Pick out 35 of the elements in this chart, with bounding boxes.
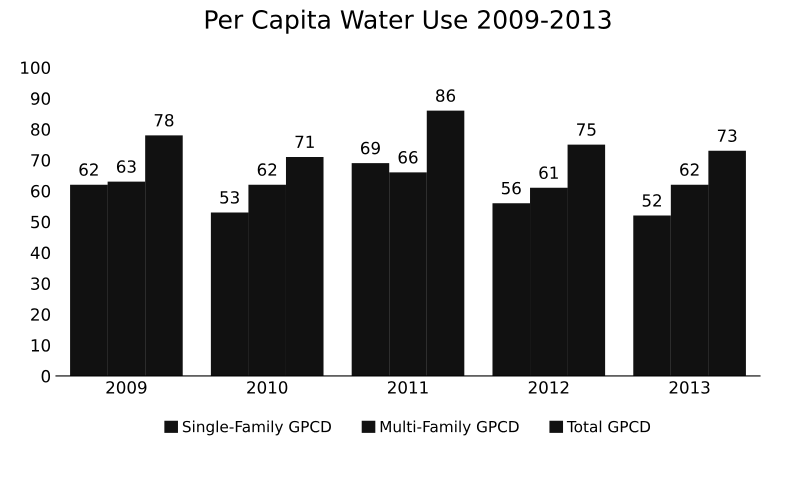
data-label: 62	[79, 163, 98, 176]
y-tick-label: 70	[31, 154, 50, 167]
y-tick-label: 60	[31, 184, 50, 198]
x-tick-label: 2012	[528, 381, 568, 394]
data-label: 62	[258, 163, 276, 176]
data-label: 69	[361, 142, 380, 154]
y-tick-label: 30	[31, 277, 50, 290]
y-tick-label: 100	[21, 61, 50, 74]
x-tick-label: 2013	[670, 381, 710, 394]
x-tick-label: 2011	[388, 381, 428, 394]
x-tick-label: 2010	[247, 381, 288, 394]
data-label: 73	[718, 129, 736, 142]
data-label: 66	[398, 150, 418, 164]
data-label: 75	[577, 123, 596, 136]
y-tick-label: 10	[32, 339, 50, 352]
y-tick-label: 20	[31, 308, 50, 321]
y-tick-label: 50	[31, 216, 50, 228]
data-label: 62	[680, 163, 699, 176]
legend-label: Single-Family GPCD	[182, 420, 331, 436]
data-label: 56	[502, 182, 521, 194]
y-tick-label: 0	[42, 370, 50, 383]
y-tick-label: 90	[30, 92, 50, 105]
data-label: 71	[296, 136, 314, 148]
legend-label: Total GPCD	[566, 420, 650, 432]
data-label: 63	[116, 160, 136, 173]
y-tick-label: 40	[30, 246, 50, 260]
data-label: 61	[539, 166, 558, 179]
x-tick-label: 2009	[106, 381, 146, 394]
data-label: 86	[436, 89, 456, 102]
legend-label: Multi-Family GPCD	[380, 420, 519, 436]
data-label: 52	[642, 194, 661, 207]
data-label: 53	[220, 191, 239, 204]
chart-title: Per Capita Water Use 2009-2013	[206, 10, 611, 34]
data-label: 78	[154, 114, 174, 127]
y-tick-label: 80	[31, 123, 50, 136]
